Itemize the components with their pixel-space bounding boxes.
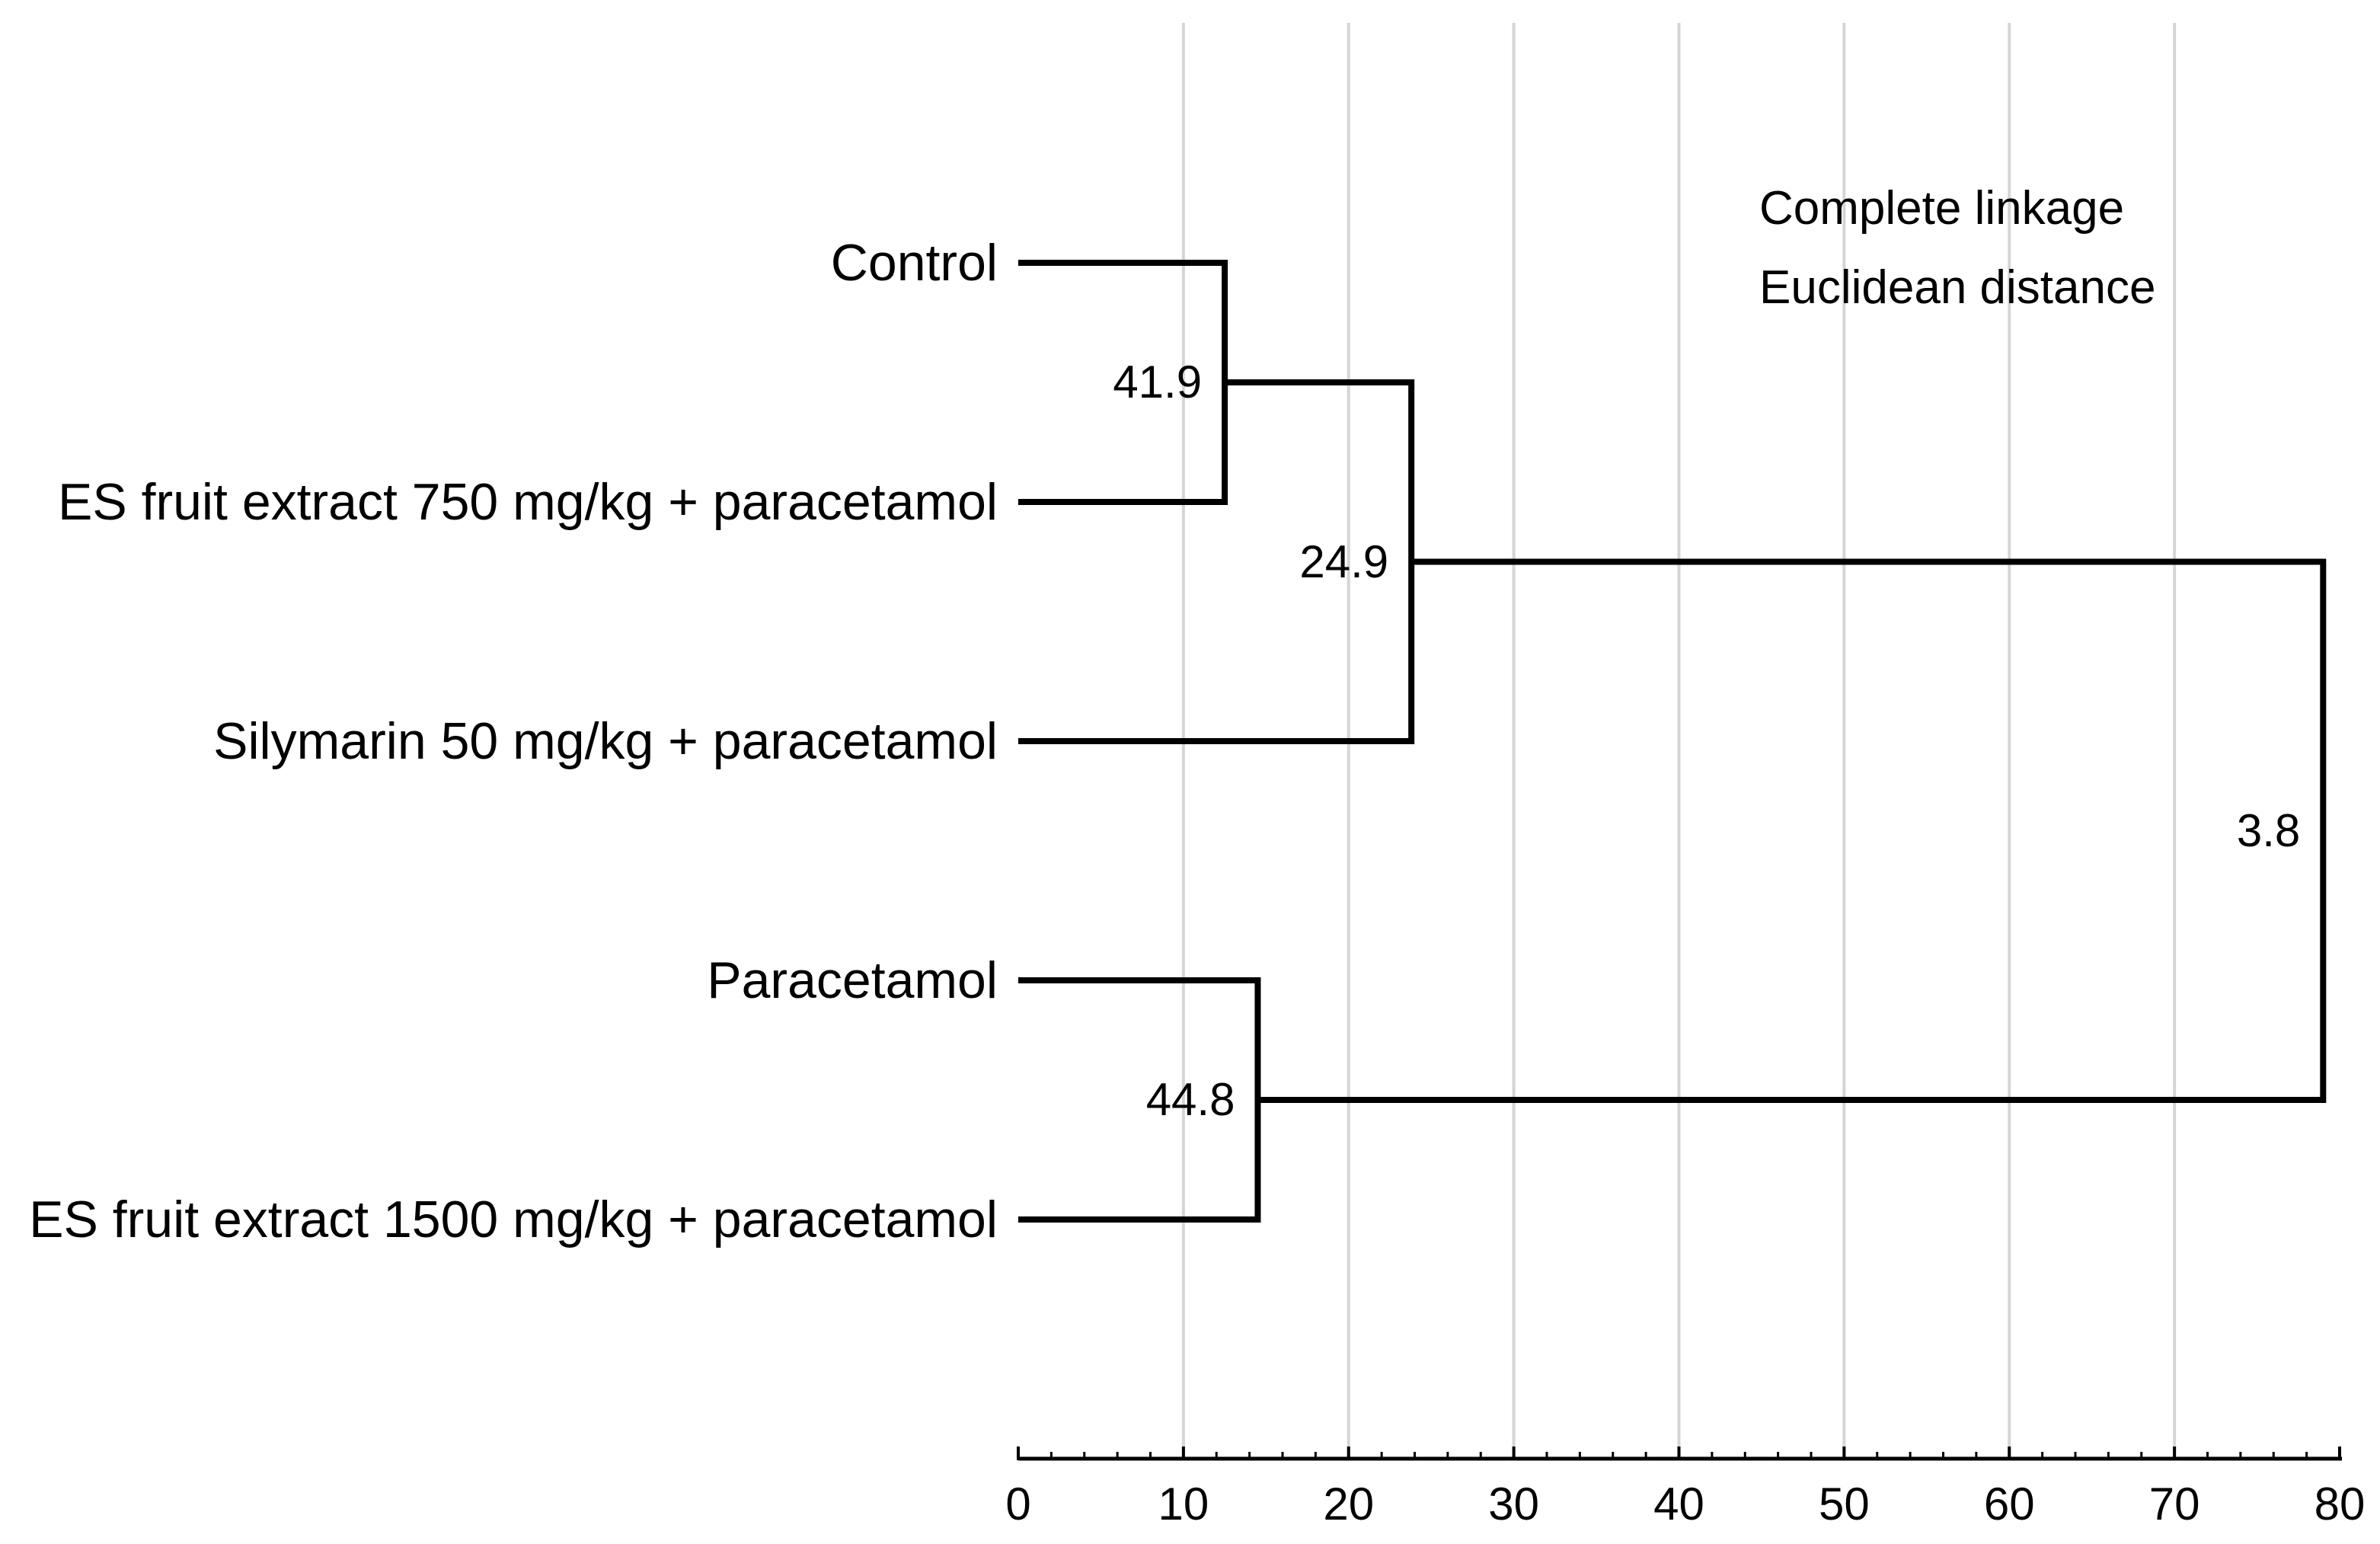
- axis-tick-label: 60: [1983, 1478, 2035, 1530]
- annotation-line-2: Euclidean distance: [1759, 261, 2156, 314]
- merge-distance-label: 24.9: [1299, 535, 1389, 587]
- leaf-label: Control: [830, 234, 998, 292]
- axis-tick-label: 20: [1323, 1478, 1375, 1530]
- axis-tick-label: 10: [1158, 1478, 1209, 1530]
- merge-distance-label: 44.8: [1145, 1074, 1235, 1125]
- axis-tick-label: 0: [1005, 1478, 1031, 1530]
- leaf-label: ES fruit extract 750 mg/kg + paracetamol: [57, 473, 998, 531]
- leaf-label: ES fruit extract 1500 mg/kg + paracetamo…: [29, 1191, 998, 1248]
- axis-tick-label: 40: [1653, 1478, 1704, 1530]
- axis-tick-label: 30: [1488, 1478, 1539, 1530]
- axis-tick-label: 50: [1819, 1478, 1870, 1530]
- leaf-label: Paracetamol: [707, 951, 998, 1009]
- leaf-label: Silymarin 50 mg/kg + paracetamol: [213, 712, 998, 770]
- merge-distance-label: 3.8: [2236, 804, 2301, 856]
- axis-tick-label: 70: [2148, 1478, 2200, 1530]
- merge-distance-label: 41.9: [1113, 356, 1203, 408]
- axis-tick-label: 80: [2314, 1478, 2366, 1530]
- annotation-linkage-method: Complete linkage Euclidean distance: [1759, 169, 2155, 328]
- annotation-line-1: Complete linkage: [1759, 182, 2125, 235]
